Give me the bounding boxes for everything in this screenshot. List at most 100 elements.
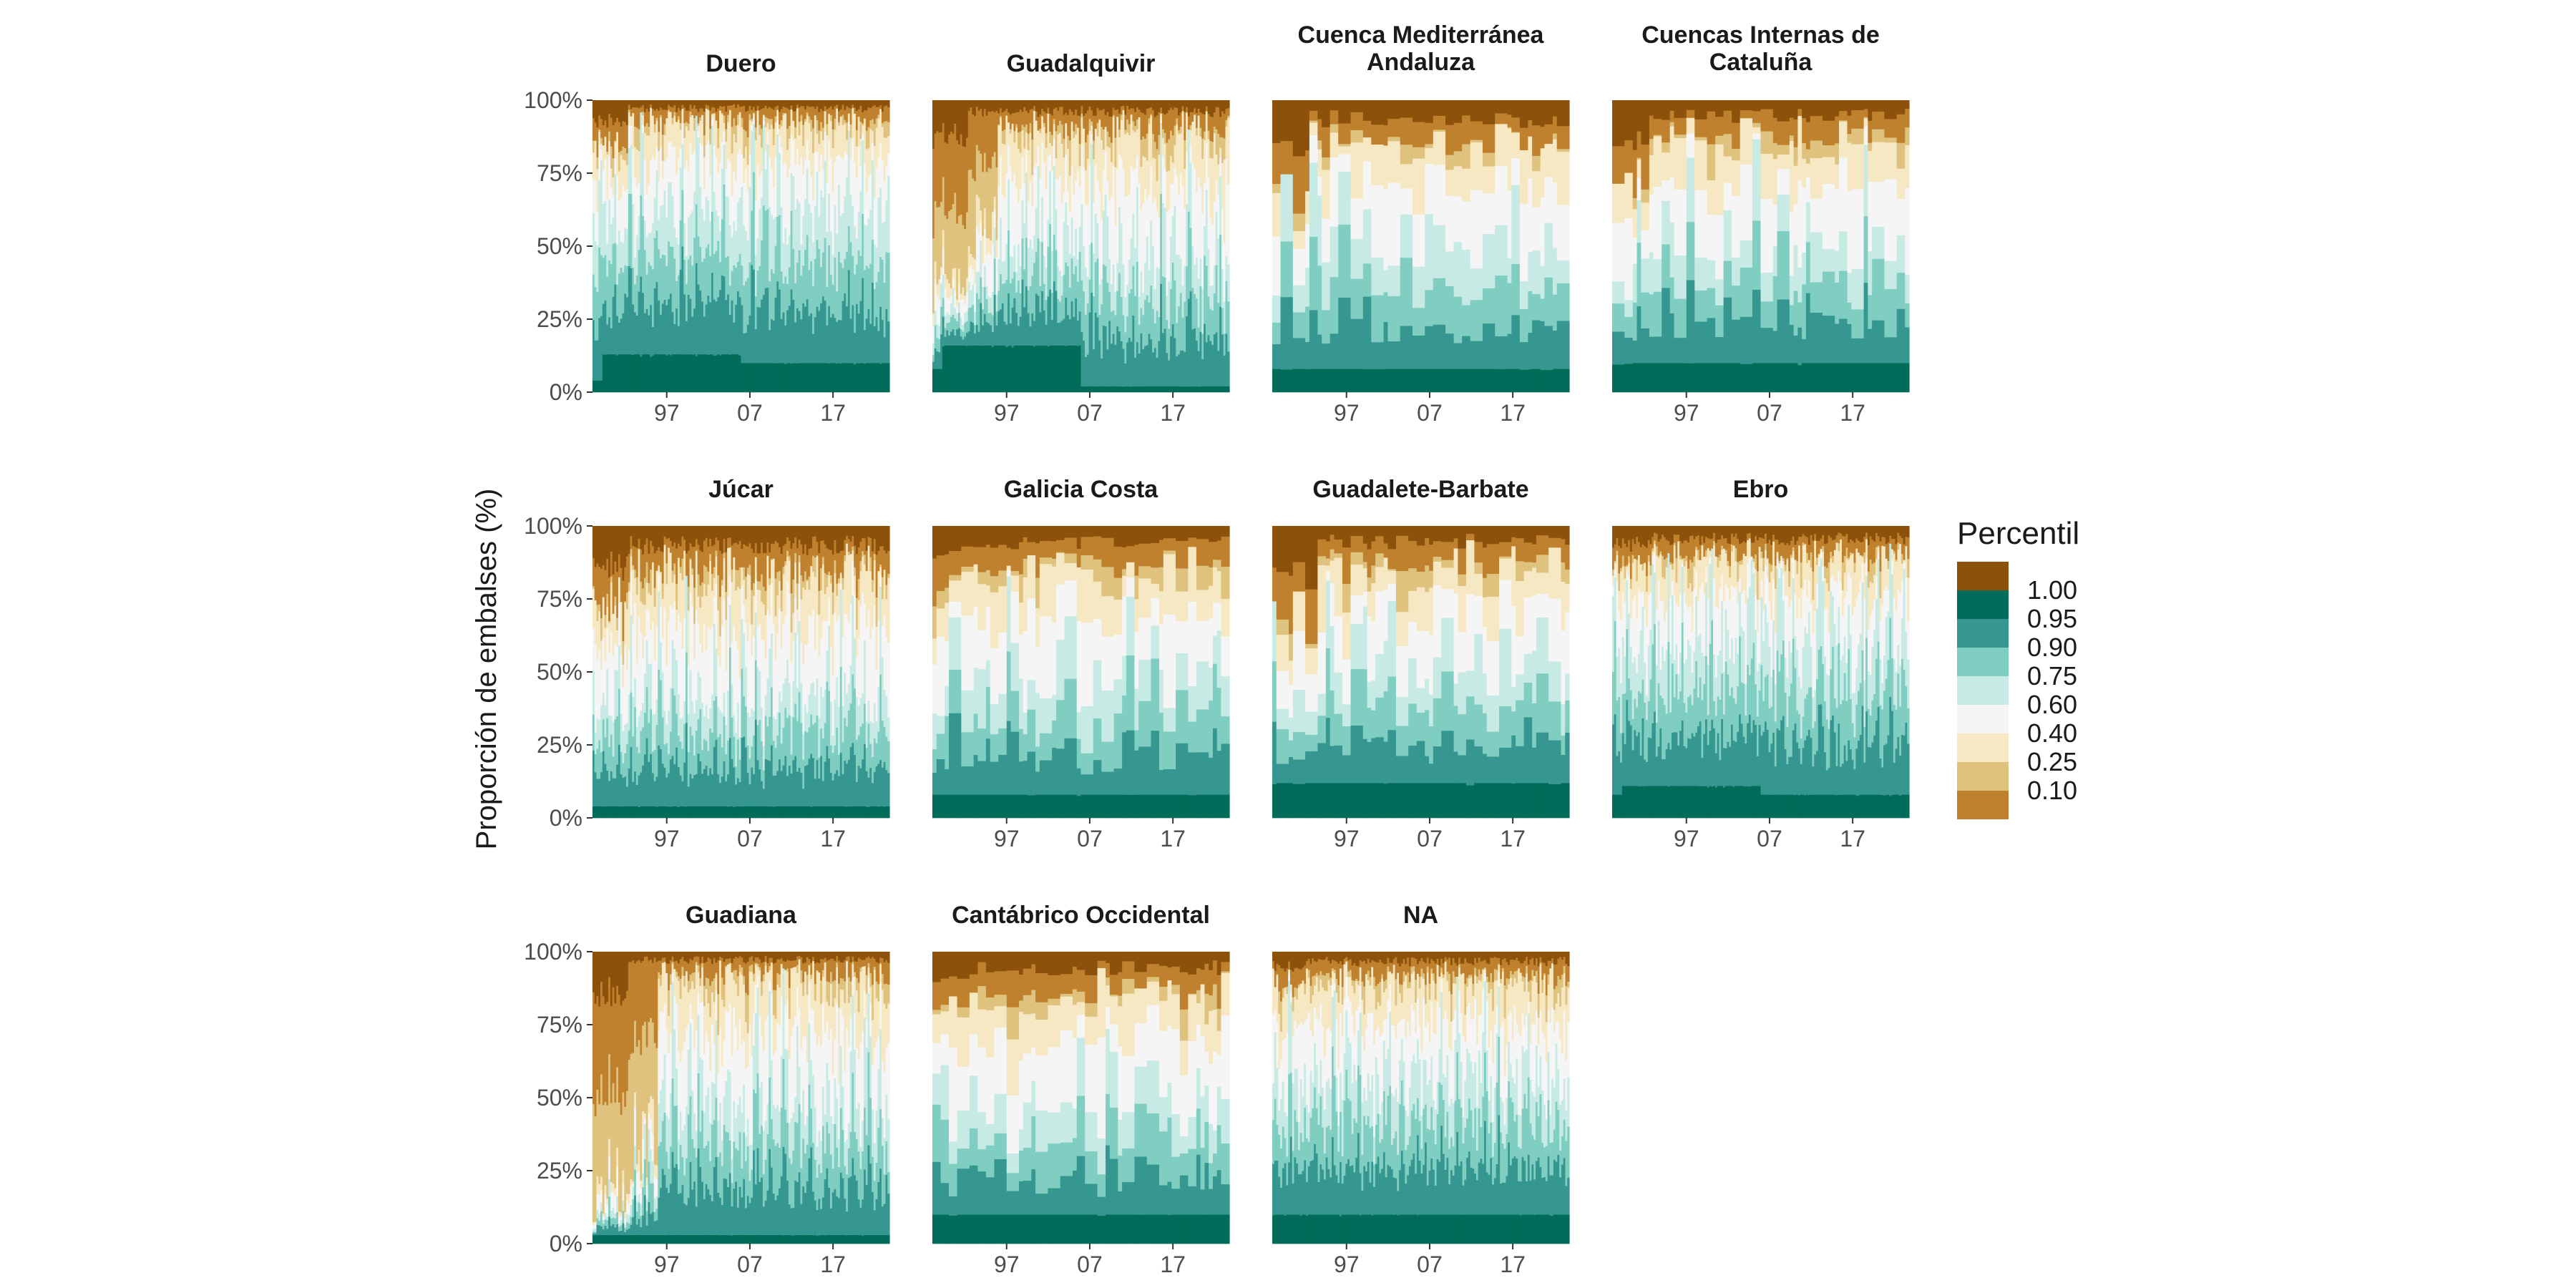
stack-segment <box>802 733 805 760</box>
stack-segment <box>967 331 971 346</box>
stack-segment <box>1019 189 1023 266</box>
stack-segment <box>1207 296 1210 336</box>
stack-segment <box>1486 369 1492 393</box>
stack-segment <box>977 100 980 111</box>
stack-segment <box>650 232 653 266</box>
stack-segment <box>695 699 698 731</box>
stack-segment <box>1197 351 1201 387</box>
stack-segment <box>640 276 643 357</box>
stack-segment <box>1207 335 1210 387</box>
stack-segment <box>1003 321 1006 346</box>
stack-segment <box>771 558 774 561</box>
stack-segment <box>1830 315 1835 364</box>
stack-segment <box>948 100 951 135</box>
stack-segment <box>679 546 683 567</box>
stack-segment <box>709 220 712 257</box>
stack-segment <box>1665 244 1671 288</box>
stack-segment <box>1334 276 1339 334</box>
stack-segment <box>1330 124 1335 133</box>
stack-segment <box>751 526 753 549</box>
stack-segment <box>1179 258 1183 293</box>
stack-segment <box>620 353 623 393</box>
stack-segment <box>1126 284 1129 317</box>
stack-segment <box>705 704 708 741</box>
stack-segment <box>766 363 769 393</box>
stack-segment <box>839 157 843 216</box>
stack-segment <box>731 643 734 685</box>
stack-segment <box>614 561 617 597</box>
stack-segment <box>816 614 819 679</box>
stack-segment <box>1544 277 1549 326</box>
stack-segment <box>1793 204 1798 245</box>
stack-segment <box>1462 115 1467 145</box>
stack-segment <box>668 547 670 622</box>
stack-segment <box>709 560 712 630</box>
stack-segment <box>1225 157 1228 257</box>
stack-segment <box>1682 134 1687 139</box>
stack-segment <box>779 215 781 290</box>
stack-segment <box>985 115 989 172</box>
stack-segment <box>668 621 670 711</box>
stack-segment <box>816 306 819 364</box>
stack-segment <box>852 255 854 306</box>
stack-segment <box>638 806 640 819</box>
stack-segment <box>1441 100 1446 116</box>
stack-segment <box>992 110 995 157</box>
stack-segment <box>650 526 653 541</box>
stack-segment <box>616 355 619 393</box>
stack-segment <box>650 595 653 631</box>
stack-segment <box>1015 100 1018 112</box>
stack-segment <box>711 114 714 119</box>
stack-segment <box>606 199 609 244</box>
stack-segment <box>1309 162 1314 237</box>
stack-segment <box>802 789 805 806</box>
stack-segment <box>1678 134 1683 139</box>
y-tick-label: 0% <box>550 379 582 405</box>
stack-segment <box>857 250 861 314</box>
stack-segment <box>1802 252 1807 285</box>
stack-segment <box>1732 148 1737 161</box>
stack-segment <box>1184 100 1186 112</box>
stack-segment <box>1453 369 1458 393</box>
stack-segment <box>632 806 635 819</box>
stack-segment <box>1059 132 1062 176</box>
stack-segment <box>1445 286 1450 334</box>
stack-segment <box>1297 100 1302 157</box>
stack-segment <box>879 104 882 109</box>
stack-segment <box>1005 115 1008 173</box>
stack-segment <box>869 263 872 324</box>
x-tick-label: 07 <box>1417 400 1443 426</box>
stack-segment <box>693 353 696 393</box>
stack-segment <box>938 325 941 339</box>
stack-segment <box>1735 319 1741 364</box>
stack-segment <box>719 782 722 806</box>
stack-segment <box>1114 137 1117 167</box>
stack-segment <box>1191 100 1194 112</box>
stack-segment <box>1797 180 1802 268</box>
stack-segment <box>1404 164 1409 189</box>
stack-segment <box>592 750 595 806</box>
stack-segment <box>1142 203 1145 293</box>
stack-segment <box>1462 100 1467 116</box>
stack-segment <box>1896 142 1902 169</box>
stack-segment <box>816 119 819 134</box>
stack-segment <box>721 747 724 777</box>
stack-segment <box>1063 138 1065 158</box>
stack-segment <box>798 203 801 250</box>
stack-segment <box>679 741 683 776</box>
stack-segment <box>643 605 647 637</box>
stack-segment <box>661 109 665 135</box>
stack-segment <box>1049 170 1052 225</box>
stack-segment <box>826 681 829 746</box>
stack-segment <box>956 313 959 322</box>
stack-segment <box>622 687 625 731</box>
stack-segment <box>594 100 597 123</box>
stack-segment <box>826 182 829 233</box>
stack-segment <box>830 106 833 115</box>
stack-segment <box>1140 386 1143 393</box>
stack-segment <box>1884 100 1889 119</box>
stack-segment <box>1694 137 1699 141</box>
stack-segment <box>1272 183 1277 193</box>
stack-segment <box>612 195 615 218</box>
stack-segment <box>1416 122 1422 147</box>
